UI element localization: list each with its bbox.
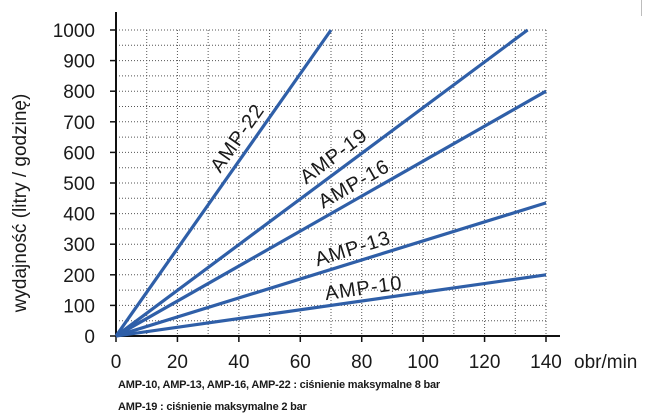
edge-mark: [641, 0, 642, 16]
x-tick-label: 40: [228, 352, 249, 373]
x-tick-label: 20: [167, 352, 188, 373]
x-tick-label: 0: [111, 352, 122, 373]
x-tick-label: 80: [351, 352, 372, 373]
x-tick-label: 120: [469, 352, 501, 373]
y-tick-label: 800: [63, 82, 95, 103]
y-axis-label: wydajność (litry / godzinę): [10, 94, 31, 314]
series-line-amp-13: [115, 201, 547, 338]
x-axis-label: obr/min: [574, 352, 637, 373]
y-tick-label: 100: [63, 296, 95, 317]
y-tick-label: 500: [63, 174, 95, 195]
y-tick-label: 400: [63, 205, 95, 226]
y-tick-label: 0: [84, 327, 95, 348]
y-tick-label: 300: [63, 235, 95, 256]
footnote-pressure-2bar: AMP-19 : ciśnienie maksymalne 2 bar: [118, 401, 307, 413]
series-line-amp-10: [115, 273, 547, 338]
y-tick-label: 200: [63, 266, 95, 287]
series-label-amp-13: AMP-13: [312, 227, 393, 271]
series-lines: [114, 28, 547, 338]
footnote-pressure-8bar: AMP-10, AMP-13, AMP-16, AMP-22 : ciśnien…: [118, 379, 440, 391]
series-line-amp-16: [115, 89, 547, 338]
x-tick-label: 140: [530, 352, 562, 373]
grid: [116, 29, 547, 336]
y-tick-label: 700: [63, 113, 95, 134]
axes: [110, 12, 560, 342]
x-tick-label: 60: [290, 352, 311, 373]
series-label-group: AMP-13: [312, 227, 393, 271]
y-tick-label: 900: [63, 52, 95, 73]
tick-labels: 0 100 200 300 400 500 600 700 800 900 1000 0 20 40 60 8…: [53, 21, 562, 373]
x-tick-label: 100: [407, 352, 439, 373]
series-line-amp-19: [115, 28, 529, 338]
y-tick-label: 600: [63, 143, 95, 164]
y-tick-label: 1000: [53, 21, 95, 42]
series-line-amp-22: [114, 29, 333, 337]
